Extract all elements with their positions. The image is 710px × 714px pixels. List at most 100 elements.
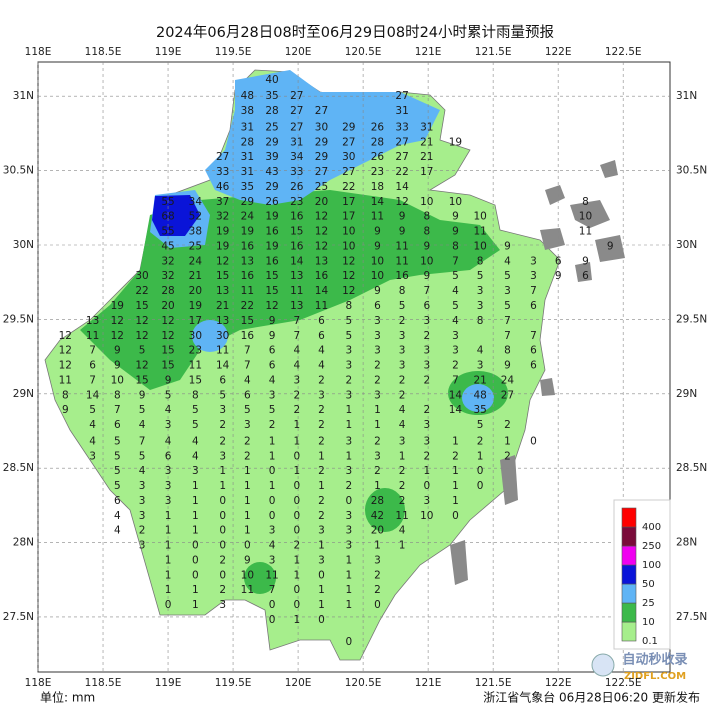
legend-label: 25 xyxy=(642,598,655,609)
station-value: 0 xyxy=(345,636,352,648)
zone-25 xyxy=(192,320,228,352)
station-value: 0 xyxy=(219,495,226,507)
station-value: 1 xyxy=(345,450,352,462)
station-value: 11 xyxy=(59,374,72,386)
station-value: 6 xyxy=(530,345,537,357)
station-value: 20 xyxy=(161,300,174,312)
station-value: 15 xyxy=(241,315,254,327)
station-value: 1 xyxy=(165,525,172,537)
station-value: 0 xyxy=(269,599,276,611)
station-value: 24 xyxy=(241,211,255,223)
station-value: 2 xyxy=(374,584,381,596)
station-value: 3 xyxy=(345,360,352,372)
station-value: 6 xyxy=(114,419,121,431)
station-value: 22 xyxy=(135,285,148,297)
station-value: 0 xyxy=(293,480,300,492)
x-tick-label: 122.5E xyxy=(605,46,642,58)
station-value: 0 xyxy=(219,510,226,522)
station-value: 46 xyxy=(216,181,230,193)
station-value: 1 xyxy=(374,404,381,416)
station-value: 8 xyxy=(452,240,459,252)
station-value: 1 xyxy=(423,465,430,477)
station-value: 9 xyxy=(399,226,406,238)
station-value: 2 xyxy=(452,450,459,462)
watermark-text: 自动秒收录 xyxy=(622,652,687,668)
station-value: 1 xyxy=(293,419,300,431)
station-value: 4 xyxy=(244,374,251,386)
station-value: 27 xyxy=(290,105,303,117)
station-value: 1 xyxy=(244,525,251,537)
station-value: 2 xyxy=(374,569,381,581)
station-value: 8 xyxy=(423,211,430,223)
station-value: 9 xyxy=(399,211,406,223)
station-value: 12 xyxy=(315,226,328,238)
station-value: 2 xyxy=(345,480,352,492)
legend-swatch xyxy=(621,602,637,623)
station-value: 31 xyxy=(241,166,254,178)
station-value: 2 xyxy=(399,480,406,492)
station-value: 3 xyxy=(139,540,146,552)
station-value: 12 xyxy=(161,330,174,342)
station-value: 11 xyxy=(473,226,486,238)
station-value: 14 xyxy=(216,360,230,372)
station-value: 19 xyxy=(216,240,229,252)
station-value: 3 xyxy=(504,285,511,297)
station-value: 3 xyxy=(530,270,537,282)
station-value: 1 xyxy=(477,450,484,462)
station-value: 19 xyxy=(189,300,202,312)
station-value: 8 xyxy=(477,255,484,267)
station-value: 7 xyxy=(530,330,537,342)
station-value: 0 xyxy=(269,510,276,522)
station-value: 3 xyxy=(345,435,352,447)
station-value: 1 xyxy=(219,480,226,492)
station-value: 30 xyxy=(342,151,355,163)
y-tick-label: 27.5N xyxy=(3,611,34,623)
station-value: 3 xyxy=(423,419,430,431)
x-tick-label: 121.5E xyxy=(475,677,512,689)
station-value: 3 xyxy=(269,525,276,537)
station-value: 23 xyxy=(189,345,202,357)
station-value: 28 xyxy=(241,136,254,148)
station-value: 2 xyxy=(423,404,430,416)
station-value: 1 xyxy=(192,599,199,611)
station-value: 12 xyxy=(111,330,124,342)
station-value: 4 xyxy=(89,435,96,447)
station-value: 21 xyxy=(420,151,433,163)
station-value: 33 xyxy=(290,166,303,178)
station-value: 3 xyxy=(318,554,325,566)
station-value: 12 xyxy=(135,315,148,327)
zone-25 xyxy=(205,70,440,205)
x-tick-label: 121E xyxy=(415,46,442,58)
station-value: 0 xyxy=(318,614,325,626)
station-value: 1 xyxy=(165,510,172,522)
station-value: 9 xyxy=(374,240,381,252)
legend-label: 0.1 xyxy=(642,636,658,647)
station-value: 1 xyxy=(345,569,352,581)
station-value: 5 xyxy=(114,435,121,447)
station-value: 7 xyxy=(293,330,300,342)
station-value: 3 xyxy=(139,480,146,492)
station-value: 0 xyxy=(293,525,300,537)
station-value: 27 xyxy=(395,90,408,102)
station-value: 5 xyxy=(477,270,484,282)
station-value: 4 xyxy=(114,510,121,522)
station-value: 4 xyxy=(504,255,511,267)
station-value: 0 xyxy=(477,465,484,477)
station-value: 1 xyxy=(165,540,172,552)
station-value: 1 xyxy=(165,569,172,581)
station-value: 0 xyxy=(269,495,276,507)
station-value: 35 xyxy=(265,90,278,102)
station-value: 6 xyxy=(269,360,276,372)
station-value: 19 xyxy=(111,300,124,312)
station-value: 5 xyxy=(345,330,352,342)
station-value: 29 xyxy=(265,181,278,193)
station-value: 26 xyxy=(371,151,385,163)
station-value: 2 xyxy=(374,465,381,477)
station-value: 11 xyxy=(290,285,303,297)
station-value: 4 xyxy=(318,345,325,357)
station-value: 0 xyxy=(293,450,300,462)
station-value: 2 xyxy=(269,419,276,431)
station-value: 8 xyxy=(345,300,352,312)
station-value: 20 xyxy=(189,285,202,297)
station-value: 2 xyxy=(293,404,300,416)
